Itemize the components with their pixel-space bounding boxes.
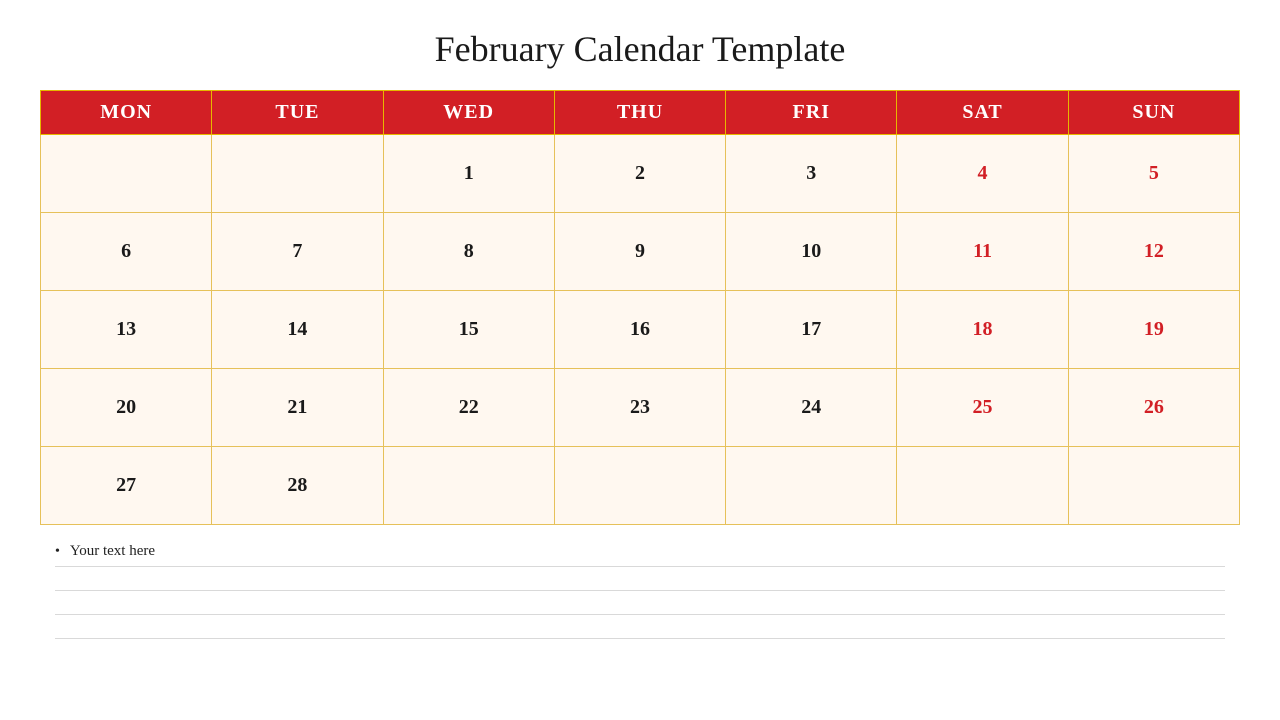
calendar-cell: 14 [212, 291, 383, 369]
day-header: THU [554, 91, 725, 135]
calendar-cell: 10 [726, 213, 897, 291]
notes-rule [55, 638, 1225, 662]
calendar-cell: 16 [554, 291, 725, 369]
calendar-cell [383, 447, 554, 525]
calendar-cell: 1 [383, 135, 554, 213]
calendar-week-row: 1 2 3 4 5 [41, 135, 1240, 213]
day-header: WED [383, 91, 554, 135]
notes-bullet-line[interactable]: • Your text here [55, 543, 1225, 566]
page-title: February Calendar Template [0, 0, 1280, 90]
calendar-cell [554, 447, 725, 525]
calendar-cell: 21 [212, 369, 383, 447]
calendar-week-row: 20 21 22 23 24 25 26 [41, 369, 1240, 447]
calendar-week-row: 13 14 15 16 17 18 19 [41, 291, 1240, 369]
calendar-cell-weekend: 5 [1068, 135, 1239, 213]
calendar-week-row: 6 7 8 9 10 11 12 [41, 213, 1240, 291]
calendar-cell: 24 [726, 369, 897, 447]
calendar-cell: 23 [554, 369, 725, 447]
notes-rule [55, 590, 1225, 614]
calendar-cell-weekend: 4 [897, 135, 1068, 213]
calendar-cell: 2 [554, 135, 725, 213]
calendar-cell-weekend: 19 [1068, 291, 1239, 369]
notes-area: • Your text here [0, 525, 1280, 662]
day-header: SUN [1068, 91, 1239, 135]
calendar-cell: 7 [212, 213, 383, 291]
calendar-table: MON TUE WED THU FRI SAT SUN 1 2 3 4 5 6 [40, 90, 1240, 525]
notes-rule [55, 614, 1225, 638]
day-header: FRI [726, 91, 897, 135]
calendar-week-row: 27 28 [41, 447, 1240, 525]
calendar-cell: 17 [726, 291, 897, 369]
calendar-cell-weekend: 25 [897, 369, 1068, 447]
calendar-cell: 27 [41, 447, 212, 525]
calendar-cell: 20 [41, 369, 212, 447]
calendar-cell-weekend: 12 [1068, 213, 1239, 291]
calendar-cell [212, 135, 383, 213]
calendar-container: MON TUE WED THU FRI SAT SUN 1 2 3 4 5 6 [0, 90, 1280, 525]
calendar-cell-weekend: 26 [1068, 369, 1239, 447]
calendar-cell: 15 [383, 291, 554, 369]
day-header: TUE [212, 91, 383, 135]
day-header: SAT [897, 91, 1068, 135]
calendar-cell-weekend: 18 [897, 291, 1068, 369]
bullet-icon: • [55, 544, 60, 560]
calendar-cell-weekend [897, 447, 1068, 525]
calendar-cell: 3 [726, 135, 897, 213]
calendar-cell-weekend: 11 [897, 213, 1068, 291]
calendar-cell: 28 [212, 447, 383, 525]
calendar-cell: 6 [41, 213, 212, 291]
calendar-cell: 13 [41, 291, 212, 369]
calendar-cell [41, 135, 212, 213]
calendar-cell: 22 [383, 369, 554, 447]
calendar-header-row: MON TUE WED THU FRI SAT SUN [41, 91, 1240, 135]
calendar-body: 1 2 3 4 5 6 7 8 9 10 11 12 13 14 15 16 1… [41, 135, 1240, 525]
calendar-cell [726, 447, 897, 525]
calendar-cell: 9 [554, 213, 725, 291]
calendar-cell-weekend [1068, 447, 1239, 525]
notes-placeholder: Your text here [70, 543, 155, 560]
notes-rule [55, 566, 1225, 590]
day-header: MON [41, 91, 212, 135]
calendar-cell: 8 [383, 213, 554, 291]
